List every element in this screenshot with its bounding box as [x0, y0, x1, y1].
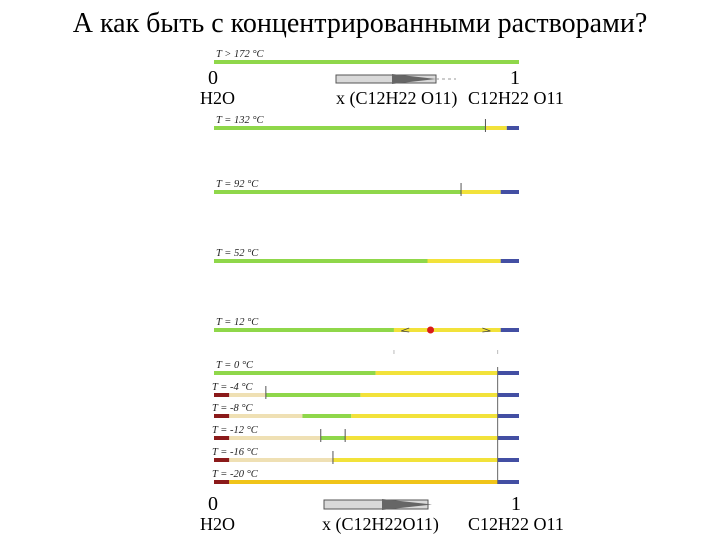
bottom-axis-left-tick: 0 — [208, 493, 218, 515]
phase-row: T = -20 °C — [212, 469, 519, 484]
phase-segment-liquid — [320, 436, 346, 440]
phase-row: T = -12 °C — [212, 425, 519, 442]
phase-segment-ice-mix — [229, 414, 303, 418]
row-temperature-label: T = 132 °C — [216, 115, 265, 126]
row-temperature-label: T = 0 °C — [216, 360, 254, 371]
composition-marker — [427, 326, 435, 334]
top-axis-left-tick: 0 — [208, 67, 218, 89]
phase-segment-ice-mix — [229, 458, 333, 462]
phase-segment-liquid — [214, 371, 376, 375]
row-temperature-label: T = -20 °C — [212, 469, 259, 480]
row-temperature-label: T = 92 °C — [216, 179, 259, 190]
phase-row: T = 52 °C — [214, 248, 519, 263]
top-axis-arrow-icon — [335, 74, 456, 84]
phase-row: T = 92 °C — [214, 179, 519, 196]
phase-segment-sucrose-phase — [497, 371, 519, 375]
phase-segment-sucrose-solid — [461, 190, 501, 194]
temperature-rows: T > 172 °C T = 132 °C T = 92 °C T = 52 °C T … — [212, 49, 519, 484]
phase-row: T = 0 °C — [214, 360, 519, 375]
phase-segment-sucrose-phase — [500, 259, 519, 263]
phase-segment-sucrose-solid — [393, 328, 501, 332]
bottom-axis-right-species: C12H22 O11 — [468, 514, 564, 534]
phase-segment-liquid — [214, 190, 462, 194]
phase-segment-sucrose-phase — [497, 393, 519, 397]
phase-row: T = 132 °C — [214, 115, 519, 132]
bottom-axis-right-tick: 1 — [511, 493, 521, 515]
phase-segment-liquid — [214, 259, 428, 263]
row-temperature-label: T = -12 °C — [212, 425, 259, 436]
top-axis: 0 1 H2O x (C12H22 O11) C12H22 O11 — [200, 67, 564, 109]
phase-segment-ice — [214, 480, 230, 484]
phase-segment-ice-mix — [229, 436, 321, 440]
phase-segment-sucrose-solid — [351, 414, 498, 418]
phase-segment-eutectic — [229, 480, 498, 484]
phase-segment-sucrose-solid — [332, 458, 498, 462]
bottom-axis: 0 1 H2O x (C12H22O11) C12H22 O11 — [200, 493, 564, 535]
row-temperature-label: T = -16 °C — [212, 447, 259, 458]
phase-row: T = -16 °C — [212, 447, 519, 464]
row-temperature-label: T = -4 °C — [212, 382, 254, 393]
phase-segment-liquid — [214, 60, 519, 64]
bottom-axis-left-species: H2O — [200, 514, 235, 534]
phase-segment-sucrose-phase — [500, 190, 519, 194]
phase-segment-sucrose-solid — [427, 259, 501, 263]
bottom-axis-x-label: x (C12H22O11) — [322, 514, 439, 535]
phase-segment-sucrose-phase — [497, 480, 519, 484]
phase-segment-liquid — [302, 414, 352, 418]
left-arrow-icon — [401, 327, 410, 333]
row-temperature-label: T = -8 °C — [212, 403, 254, 414]
top-axis-right-tick: 1 — [510, 67, 520, 89]
phase-segment-liquid — [265, 393, 361, 397]
phase-segment-sucrose-phase — [497, 458, 519, 462]
phase-segment-sucrose-phase — [497, 436, 519, 440]
phase-segment-sucrose-solid — [360, 393, 498, 397]
right-arrow-icon — [482, 327, 491, 333]
phase-row: T = -4 °C — [212, 382, 519, 399]
phase-segment-sucrose-solid — [345, 436, 498, 440]
top-axis-right-species: C12H22 O11 — [468, 88, 564, 108]
phase-segment-liquid — [214, 328, 394, 332]
phase-segment-ice — [214, 436, 230, 440]
row-temperature-label: T = 52 °C — [216, 248, 259, 259]
phase-segment-sucrose-phase — [506, 126, 519, 130]
phase-segment-ice — [214, 458, 230, 462]
top-axis-left-species: H2O — [200, 88, 235, 108]
phase-segment-sucrose-phase — [497, 414, 519, 418]
phase-row: T > 172 °C — [214, 49, 519, 64]
bottom-axis-arrow-icon — [323, 499, 432, 510]
phase-segment-sucrose-solid — [375, 371, 498, 375]
row-temperature-label: T = 12 °C — [216, 317, 259, 328]
phase-segment-sucrose-phase — [500, 328, 519, 332]
row-temperature-label: T > 172 °C — [216, 49, 265, 60]
phase-row: T = -8 °C — [212, 403, 519, 418]
slide-title: А как быть с концентрированными раствора… — [72, 8, 648, 39]
phase-segment-ice — [214, 393, 230, 397]
top-axis-x-label: x (C12H22 O11) — [336, 88, 457, 109]
phase-segment-ice-mix — [229, 393, 266, 397]
phase-segment-ice — [214, 414, 230, 418]
phase-segment-sucrose-solid — [485, 126, 507, 130]
phase-segment-liquid — [214, 126, 486, 130]
phase-row: T = 12 °C — [214, 317, 519, 354]
